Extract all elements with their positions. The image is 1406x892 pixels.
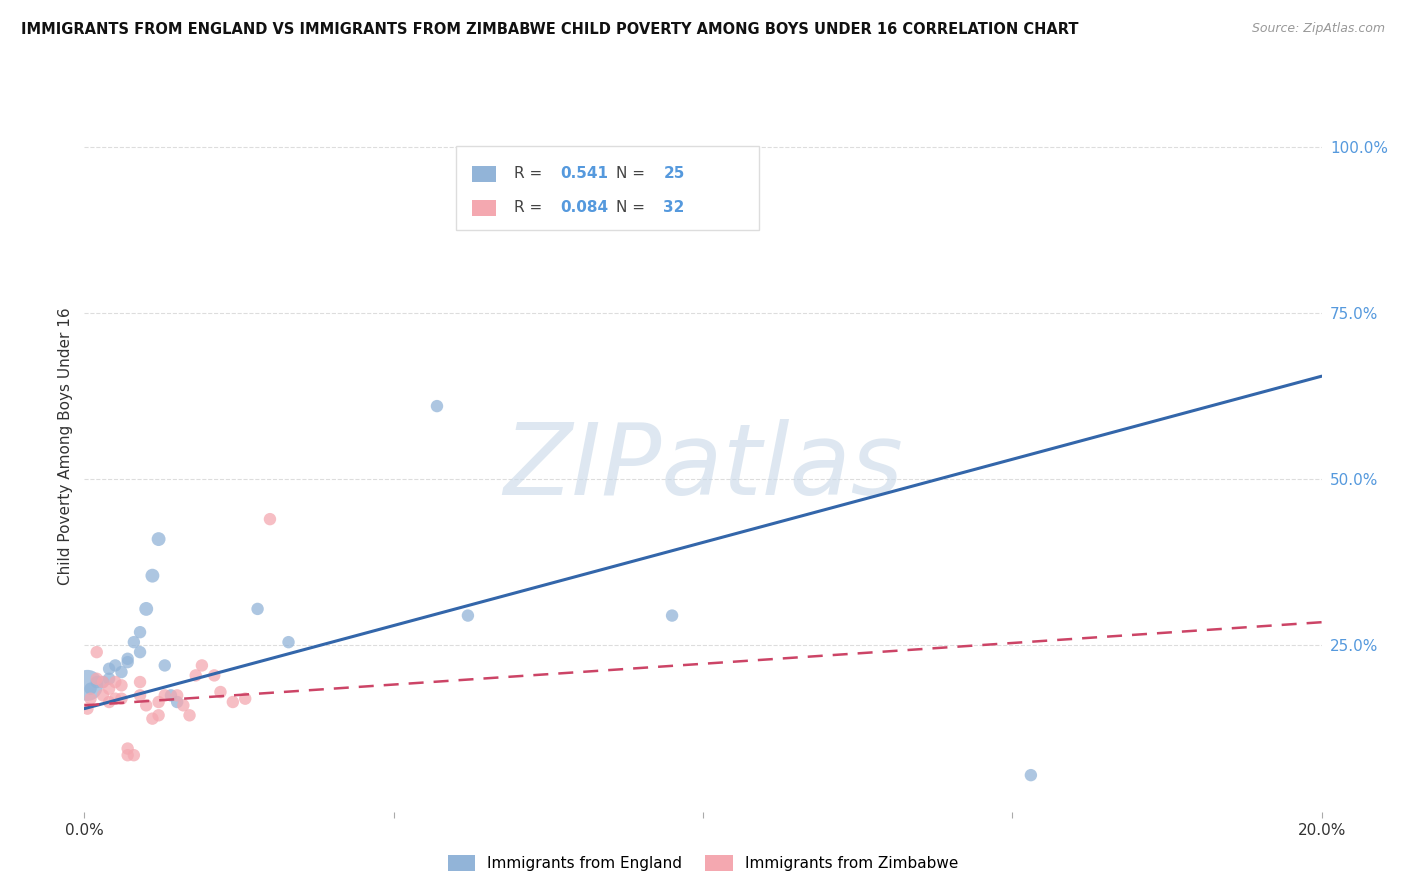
Point xyxy=(209,685,232,699)
Point xyxy=(110,691,132,706)
Legend: Immigrants from England, Immigrants from Zimbabwe: Immigrants from England, Immigrants from… xyxy=(441,849,965,877)
Point xyxy=(110,678,132,692)
Text: Source: ZipAtlas.com: Source: ZipAtlas.com xyxy=(1251,22,1385,36)
Point xyxy=(129,625,152,640)
Point xyxy=(91,675,114,690)
Point xyxy=(79,681,101,696)
Point xyxy=(153,689,176,703)
Point xyxy=(86,675,108,690)
Text: IMMIGRANTS FROM ENGLAND VS IMMIGRANTS FROM ZIMBABWE CHILD POVERTY AMONG BOYS UND: IMMIGRANTS FROM ENGLAND VS IMMIGRANTS FR… xyxy=(21,22,1078,37)
Point xyxy=(153,658,176,673)
Text: 0.541: 0.541 xyxy=(561,167,609,181)
Point xyxy=(160,689,183,703)
Point xyxy=(135,698,157,713)
Point xyxy=(202,668,225,682)
Point xyxy=(179,708,201,723)
Point xyxy=(104,691,127,706)
Point xyxy=(91,675,114,690)
Point xyxy=(191,658,214,673)
Point xyxy=(86,672,108,686)
Point xyxy=(259,512,281,526)
Point xyxy=(141,568,163,582)
Point xyxy=(110,665,132,679)
Point xyxy=(117,655,139,669)
Point xyxy=(129,689,152,703)
Text: 0.084: 0.084 xyxy=(561,200,609,215)
Point xyxy=(76,678,98,692)
Point xyxy=(76,701,98,715)
Text: N =: N = xyxy=(616,200,650,215)
Point xyxy=(222,695,245,709)
Point xyxy=(148,708,170,723)
Point xyxy=(129,645,152,659)
FancyBboxPatch shape xyxy=(471,166,496,182)
Point xyxy=(91,689,114,703)
Point xyxy=(148,695,170,709)
Point xyxy=(148,532,170,546)
FancyBboxPatch shape xyxy=(456,146,759,230)
Text: N =: N = xyxy=(616,167,650,181)
Text: R =: R = xyxy=(513,200,547,215)
Point xyxy=(277,635,299,649)
Point xyxy=(98,695,121,709)
Point xyxy=(117,741,139,756)
Point xyxy=(104,675,127,690)
Point xyxy=(117,748,139,763)
Point xyxy=(1019,768,1042,782)
Point xyxy=(117,652,139,666)
Point xyxy=(98,681,121,696)
Point xyxy=(122,748,145,763)
FancyBboxPatch shape xyxy=(471,200,496,216)
Point xyxy=(166,695,188,709)
Point xyxy=(426,399,449,413)
Text: R =: R = xyxy=(513,167,547,181)
Point xyxy=(98,672,121,686)
Point xyxy=(661,608,683,623)
Point xyxy=(233,691,256,706)
Point xyxy=(104,658,127,673)
Point xyxy=(172,698,194,713)
Text: 25: 25 xyxy=(664,167,685,181)
Y-axis label: Child Poverty Among Boys Under 16: Child Poverty Among Boys Under 16 xyxy=(58,307,73,585)
Point xyxy=(166,689,188,703)
Point xyxy=(141,712,163,726)
Point xyxy=(86,645,108,659)
Point xyxy=(79,691,101,706)
Point xyxy=(246,602,269,616)
Text: 32: 32 xyxy=(664,200,685,215)
Point xyxy=(184,668,207,682)
Point xyxy=(98,662,121,676)
Point xyxy=(135,602,157,616)
Point xyxy=(129,675,152,690)
Text: ZIPatlas: ZIPatlas xyxy=(503,419,903,516)
Point xyxy=(457,608,479,623)
Point xyxy=(122,635,145,649)
